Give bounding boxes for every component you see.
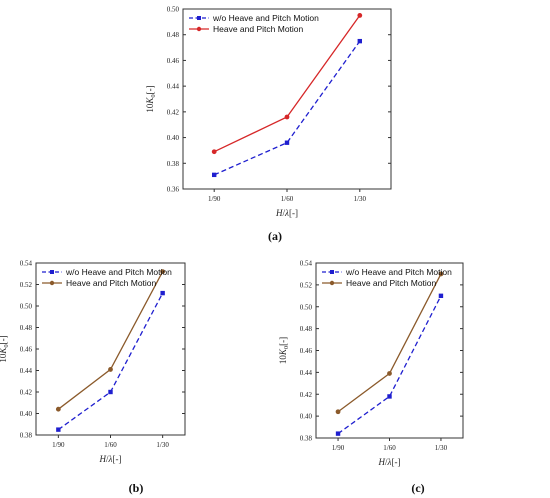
data-point-circle — [211, 149, 217, 155]
data-point-circle — [438, 271, 444, 277]
data-point-square — [56, 427, 61, 432]
data-point-circle — [387, 371, 392, 376]
y-tick-label: 0.52 — [300, 281, 313, 289]
legend-label: Heave and Pitch Motion — [66, 278, 157, 288]
x-tick-label: 1/90 — [52, 441, 65, 449]
data-point-square — [335, 431, 341, 436]
x-tick-label: 1/30 — [435, 444, 448, 452]
y-tick-label: 0.50 — [20, 303, 33, 311]
x-axis-title: H/λ[-] — [378, 457, 401, 467]
panel-caption: (b) — [129, 481, 144, 495]
data-point-square — [160, 290, 165, 296]
y-tick-label: 0.44 — [300, 369, 313, 377]
series-line-without-motion — [213, 40, 361, 176]
data-point-circle — [55, 406, 61, 412]
data-point-square — [438, 293, 444, 299]
series-line-without-motion — [337, 295, 442, 435]
panel-caption: (c) — [411, 481, 424, 495]
x-tick-label: 1/60 — [383, 444, 396, 452]
y-tick-label: 0.54 — [20, 260, 33, 268]
y-tick-label: 0.50 — [300, 303, 313, 311]
x-tick-label: 1/30 — [156, 441, 169, 449]
y-axis-title: 10K0[-] — [145, 85, 157, 112]
y-tick-label: 0.38 — [300, 435, 313, 443]
x-tick-label: 1/90 — [208, 195, 221, 203]
y-tick-label: 0.40 — [167, 134, 180, 142]
data-point-circle — [160, 269, 166, 274]
y-tick-label: 0.46 — [300, 347, 313, 355]
y-tick-label: 0.54 — [300, 260, 313, 268]
series-line-with-motion — [337, 273, 442, 413]
x-tick-label: 1/60 — [104, 441, 117, 449]
series-line-with-motion — [213, 15, 361, 153]
legend-swatch-marker — [329, 280, 335, 286]
y-tick-label: 0.44 — [167, 83, 180, 91]
y-tick-label: 0.46 — [20, 346, 33, 354]
y-tick-label: 0.48 — [300, 325, 313, 333]
data-point-circle — [284, 114, 290, 120]
y-axis-title: 10K0[-] — [278, 337, 290, 364]
legend-swatch-marker — [330, 270, 334, 274]
y-tick-label: 0.36 — [167, 186, 180, 194]
legend-swatch-marker — [49, 280, 55, 286]
y-tick-label: 0.48 — [20, 324, 33, 332]
series-line-with-motion — [57, 271, 164, 410]
data-point-square — [387, 394, 392, 399]
data-point-circle — [108, 367, 113, 372]
panel-caption: (a) — [268, 229, 282, 243]
series-line-without-motion — [57, 292, 164, 431]
legend-swatch-marker — [50, 270, 54, 274]
legend-swatch-marker — [196, 26, 202, 32]
y-tick-label: 0.40 — [20, 410, 33, 418]
x-tick-label: 1/90 — [332, 444, 345, 452]
data-point-square — [357, 38, 362, 44]
y-tick-label: 0.44 — [20, 367, 33, 375]
y-tick-label: 0.42 — [20, 389, 33, 397]
y-axis-title: 10K0[-] — [0, 335, 10, 362]
y-tick-label: 0.38 — [20, 432, 33, 440]
y-tick-label: 0.42 — [300, 391, 313, 399]
data-point-circle — [357, 13, 363, 18]
legend-label: w/o Heave and Pitch Motion — [65, 267, 172, 277]
y-tick-label: 0.50 — [167, 6, 180, 14]
x-tick-label: 1/60 — [281, 195, 294, 203]
x-tick-label: 1/30 — [354, 195, 367, 203]
y-tick-label: 0.46 — [167, 57, 180, 65]
y-tick-label: 0.38 — [167, 160, 180, 168]
y-tick-label: 0.52 — [20, 281, 33, 289]
legend-label: Heave and Pitch Motion — [213, 24, 304, 34]
x-axis-title: H/λ[-] — [275, 208, 298, 218]
legend-label: Heave and Pitch Motion — [346, 278, 437, 288]
y-tick-label: 0.42 — [167, 108, 180, 116]
legend-label: w/o Heave and Pitch Motion — [345, 267, 452, 277]
data-point-square — [108, 389, 113, 395]
legend-swatch-marker — [197, 16, 201, 20]
y-tick-label: 0.40 — [300, 413, 313, 421]
legend-label: w/o Heave and Pitch Motion — [212, 13, 319, 23]
data-point-square — [212, 172, 217, 178]
data-point-circle — [335, 409, 341, 415]
x-axis-title: H/λ[-] — [99, 454, 122, 464]
data-point-square — [284, 140, 290, 145]
plot-frame — [182, 8, 392, 190]
y-tick-label: 0.48 — [167, 31, 180, 39]
